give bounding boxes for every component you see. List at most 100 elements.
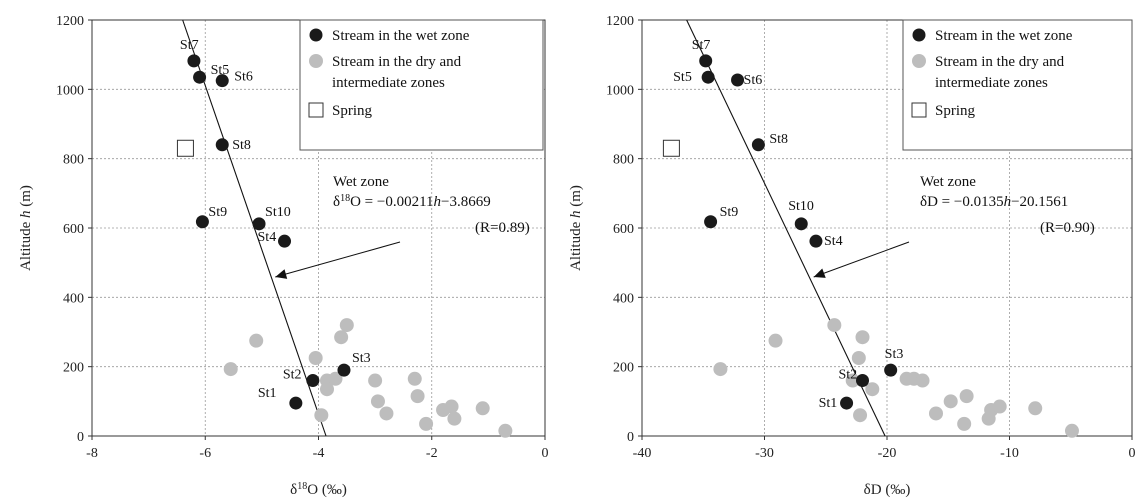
point-label: St7	[180, 38, 199, 53]
y-tick-label: 0	[77, 430, 84, 445]
x-tick-label: -30	[755, 446, 774, 461]
dry-zone-point	[475, 401, 490, 416]
legend-wet-marker	[912, 28, 926, 42]
wet-zone-point	[337, 363, 351, 377]
y-tick-label: 0	[627, 430, 634, 445]
legend-dry-label-1: Stream in the dry and	[332, 54, 462, 70]
dry-zone-point	[249, 333, 264, 348]
x-axis-label-rest: O (‰)	[307, 482, 347, 498]
equation-pre: δD = −0.0135	[920, 194, 1004, 210]
wet-zone-point	[701, 70, 715, 84]
wet-zone-point	[699, 54, 713, 68]
dry-zone-point	[827, 318, 842, 333]
dry-zone-point	[768, 333, 783, 348]
wet-zone-point	[840, 396, 854, 410]
legend-wet-marker	[309, 28, 323, 42]
dry-zone-point	[444, 399, 459, 414]
legend-box	[299, 19, 544, 151]
annotation-arrow-head	[275, 269, 288, 279]
wet-zone-point	[809, 234, 823, 248]
legend-spring-label: Spring	[935, 103, 976, 119]
wet-zone-point	[704, 215, 718, 229]
x-axis-label-sup: 18	[297, 481, 307, 492]
equation-post: −3.8669	[441, 194, 491, 210]
x-tick-label: -10	[1000, 446, 1019, 461]
dry-zone-point	[339, 318, 354, 333]
y-tick-label: 1200	[56, 14, 84, 29]
y-axis-label-var: h	[18, 211, 34, 219]
dry-zone-point	[314, 408, 329, 423]
equation-pre: δ	[333, 194, 340, 210]
x-tick-label: -6	[199, 446, 211, 461]
dry-zone-point	[959, 389, 974, 404]
dry-zone-point	[957, 416, 972, 431]
dry-zone-point	[447, 411, 462, 426]
point-label: St8	[232, 138, 251, 153]
point-label: St4	[258, 230, 277, 245]
dry-zone-point	[855, 330, 870, 345]
point-label: St3	[352, 351, 371, 366]
annotation-arrow-line	[813, 241, 910, 278]
point-label: St5	[211, 63, 230, 78]
legend-dry-marker	[912, 54, 926, 68]
y-axis-label-var: h	[568, 211, 584, 219]
point-label: St3	[885, 347, 904, 362]
y-axis-label-post: (m)	[18, 185, 34, 210]
wet-zone-point	[856, 374, 869, 388]
y-tick-label: 400	[613, 291, 634, 306]
legend: Stream in the wet zone Stream in the dry …	[902, 19, 1133, 151]
dry-zone-point	[379, 406, 394, 421]
x-tick-label: -2	[426, 446, 438, 461]
legend-dry-label-1: Stream in the dry and	[935, 54, 1065, 70]
legend-dry-label-2: intermediate zones	[935, 75, 1048, 91]
y-axis-label-pre: Altitude	[18, 218, 34, 271]
x-tick-label: -20	[878, 446, 897, 461]
point-label: St4	[824, 234, 843, 249]
point-label: St6	[744, 73, 763, 88]
y-tick-label: 400	[63, 291, 84, 306]
annotation-equation: δD = −0.0135h−20.1561	[920, 194, 1068, 210]
dry-zone-point	[370, 394, 385, 409]
x-tick-label: -40	[633, 446, 652, 461]
dry-zone-point	[368, 373, 383, 388]
dry-zone-point	[865, 382, 880, 397]
y-tick-label: 1000	[56, 83, 84, 98]
legend-wet-label: Stream in the wet zone	[332, 28, 470, 44]
y-tick-label: 800	[613, 153, 634, 168]
dry-zone-point	[851, 351, 866, 365]
wet-zone-point	[794, 217, 808, 231]
point-label: St2	[839, 368, 858, 383]
y-axis-label-post: (m)	[568, 185, 584, 210]
chart-panel-2: 0 200 400 600 800 1000 1200 -40 -30 -20 -10 0 δD (‰)…	[568, 14, 1136, 498]
equation-var: h	[434, 194, 442, 210]
x-axis-label: δD (‰)	[864, 482, 911, 498]
y-axis-label: Altitude h (m)	[568, 185, 584, 271]
y-tick-label: 200	[613, 361, 634, 376]
x-tick-label: -4	[313, 446, 325, 461]
dry-zone-point	[319, 382, 334, 397]
annotation-r-value: (R=0.89)	[475, 220, 530, 236]
point-label: St6	[234, 70, 253, 85]
legend-spring-marker	[911, 102, 927, 118]
dry-zone-point	[845, 373, 860, 388]
point-label: St8	[769, 132, 788, 147]
annotation-arrow-head	[813, 268, 826, 278]
dry-zone-point	[498, 423, 513, 438]
y-tick-label: 200	[63, 361, 84, 376]
legend-box	[902, 19, 1133, 151]
wet-zone-point	[289, 396, 303, 410]
wet-zone-point	[884, 363, 898, 377]
point-label: St9	[208, 205, 227, 220]
dry-zone-point	[915, 373, 930, 388]
dry-zone-point	[407, 371, 422, 386]
x-axis-label-main: δ	[290, 482, 297, 498]
dry-zone-point	[1028, 401, 1043, 416]
equation-sup: 18	[340, 193, 350, 204]
wet-zone-point	[751, 138, 765, 152]
wet-zone-point	[195, 215, 209, 229]
wet-zone-point	[187, 54, 201, 68]
dry-zone-point	[943, 394, 958, 409]
dry-zone-point	[308, 351, 323, 365]
regression-line	[686, 19, 886, 437]
